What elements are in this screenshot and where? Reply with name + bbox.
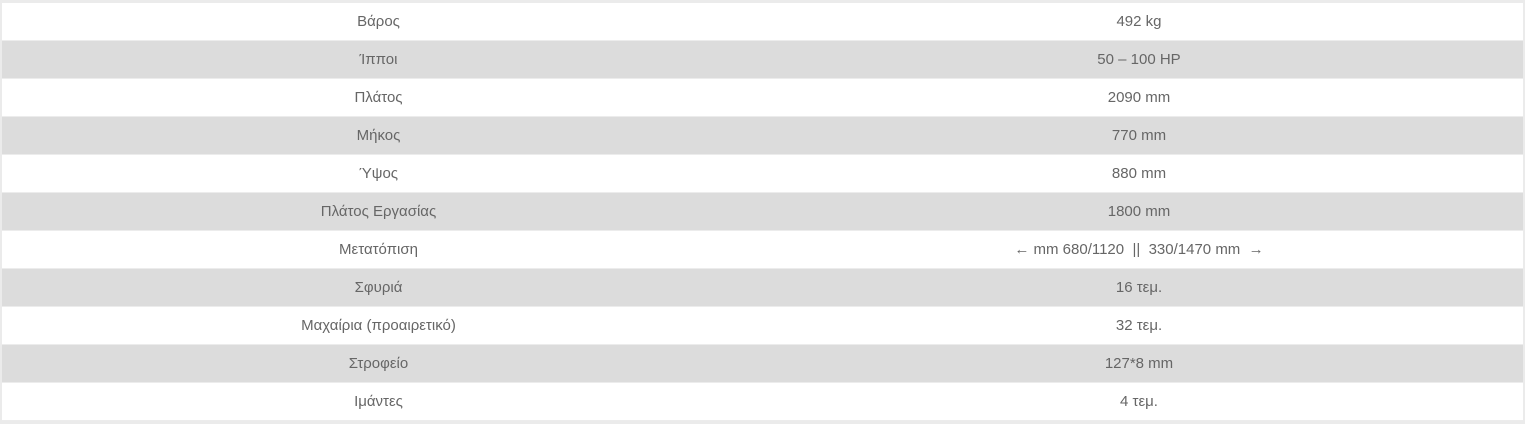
- spec-row: Ύψος 880 mm: [2, 154, 1523, 193]
- spec-row: Ίπποι 50 – 100 HP: [2, 40, 1523, 79]
- spec-row: Μετατόπιση ← mm 680/1120 || 330/1470 mm →: [2, 230, 1523, 269]
- spec-label: Στροφείο: [2, 344, 755, 383]
- spec-row: Μήκος 770 mm: [2, 116, 1523, 155]
- spec-row: Ιμάντες 4 τεμ.: [2, 382, 1523, 421]
- spec-row: Πλάτος Εργασίας 1800 mm: [2, 192, 1523, 231]
- spec-label: Βάρος: [2, 3, 755, 41]
- spec-value: 1800 mm: [755, 192, 1523, 231]
- spec-label: Πλάτος: [2, 78, 755, 117]
- spec-row: Βάρος 492 kg: [2, 3, 1523, 41]
- spec-value: 50 – 100 HP: [755, 40, 1523, 79]
- spec-label: Ιμάντες: [2, 382, 755, 421]
- spec-label: Μαχαίρια (προαιρετικό): [2, 306, 755, 345]
- spec-value: ← mm 680/1120 || 330/1470 mm →: [755, 230, 1523, 269]
- spec-value: 492 kg: [755, 3, 1523, 41]
- spec-value: 2090 mm: [755, 78, 1523, 117]
- spec-label: Ίπποι: [2, 40, 755, 79]
- spec-row: Στροφείο 127*8 mm: [2, 344, 1523, 383]
- spec-value: 32 τεμ.: [755, 306, 1523, 345]
- spec-label: Μετατόπιση: [2, 230, 755, 269]
- spec-label: Μήκος: [2, 116, 755, 155]
- spec-label: Πλάτος Εργασίας: [2, 192, 755, 231]
- spec-value: 770 mm: [755, 116, 1523, 155]
- spec-label: Ύψος: [2, 154, 755, 193]
- spec-row: Μαχαίρια (προαιρετικό) 32 τεμ.: [2, 306, 1523, 345]
- spec-value: 4 τεμ.: [755, 382, 1523, 421]
- spec-value: 127*8 mm: [755, 344, 1523, 383]
- specifications-table: Βάρος 492 kg Ίπποι 50 – 100 HP Πλάτος 2090 mm…: [2, 3, 1523, 421]
- spec-row: Σφυριά 16 τεμ.: [2, 268, 1523, 307]
- spec-row: Πλάτος 2090 mm: [2, 78, 1523, 117]
- spec-label: Σφυριά: [2, 268, 755, 307]
- spec-value: 16 τεμ.: [755, 268, 1523, 307]
- spec-value: 880 mm: [755, 154, 1523, 193]
